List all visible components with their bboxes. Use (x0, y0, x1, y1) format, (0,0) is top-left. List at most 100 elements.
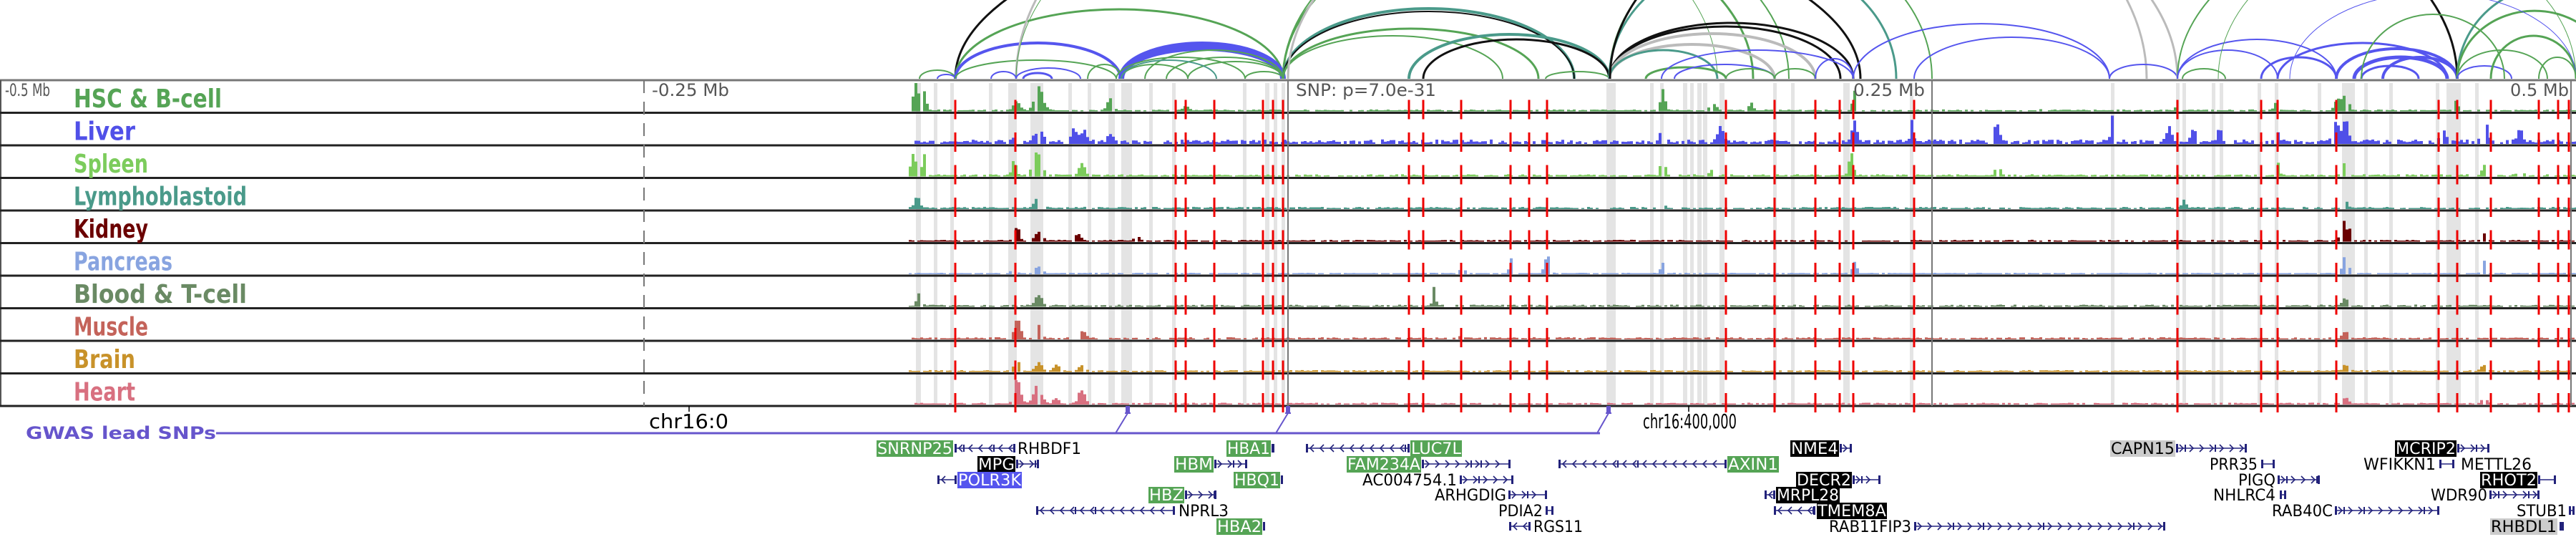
gene-exon (1405, 445, 1406, 452)
gene-exon (1214, 491, 1215, 498)
gene-mrpl28: MRPL28 (1765, 487, 1840, 505)
gene-label: CAPN15 (2111, 440, 2175, 458)
gene-exon (1953, 523, 1954, 530)
strand-forward-arrows (1188, 490, 1214, 499)
gene-mcrip2: MCRIP2 (2395, 440, 2489, 458)
gene-label: PIGQ (2238, 472, 2275, 490)
strand-forward-arrows (1855, 475, 1871, 484)
gene-pigq: PIGQ (2238, 472, 2320, 490)
gene-exon (1185, 490, 1187, 499)
gene-rgs11: RGS11 (1509, 518, 1583, 536)
loop-arc (1725, 68, 1775, 79)
gwas-snp-marker (1126, 406, 1130, 413)
gene-label: AXIN1 (1728, 456, 1778, 474)
gene-exon (1527, 491, 1528, 498)
track-label: Liver (74, 117, 135, 147)
gene-nhlrc4: NHLRC4 (2213, 487, 2286, 505)
loop-arc (1282, 27, 1540, 79)
loop-arc (2260, 56, 2338, 79)
gene-exon (2278, 475, 2280, 484)
gene-exon (1281, 475, 1283, 484)
gene-exon (1878, 475, 1880, 484)
signal-track-heart (914, 379, 2575, 405)
loop-arc (2177, 49, 2278, 79)
gene-exon (2318, 475, 2320, 484)
signal-bars (914, 115, 2576, 144)
gene-exon (1508, 490, 1511, 499)
gene-exon (1545, 490, 1547, 499)
signal-track-spleen (909, 153, 2576, 177)
gene-mettl26: METTL26 (2461, 456, 2532, 474)
strand-forward-arrows (1019, 460, 1035, 468)
gene-exon (1470, 460, 1472, 468)
loop-arc (1187, 61, 1284, 79)
strand-reverse-arrows (1512, 522, 1528, 531)
gene-exon (1306, 444, 1308, 453)
signal-bars (912, 83, 2576, 112)
gene-label-box (1410, 440, 1462, 457)
gene-exon (2572, 506, 2575, 515)
gwas-snp-connector (1275, 412, 1289, 434)
gene-exon (2528, 491, 2529, 498)
loop-arc (2457, 65, 2512, 79)
signal-track-liver (914, 115, 2576, 144)
gene-label: AC004754.1 (1362, 472, 1457, 490)
gene-exon (2487, 444, 2489, 453)
gene-label: NME4 (1791, 440, 1838, 458)
gene-hbm: HBM (1174, 456, 1247, 474)
gene-label-box (877, 440, 953, 457)
gene-exon (1724, 460, 1727, 468)
track-label: Blood & T-cell (74, 280, 247, 309)
gene-decr2: DECR2 (1796, 472, 1880, 490)
loop-arc (2352, 55, 2449, 79)
snp-lines (954, 100, 2570, 412)
gene-exon (2569, 506, 2571, 515)
loop-arc (2182, 68, 2226, 79)
loop-arc (1116, 57, 1246, 79)
gene-rab40c: RAB40C (2272, 503, 2439, 521)
gene-exon (2538, 475, 2540, 484)
signal-track-pancreas (909, 256, 2576, 274)
track-label: Muscle (74, 313, 148, 342)
snp-pvalue-label: SNP: p=7.0e-31 (1296, 80, 1436, 100)
strand-reverse-arrows (957, 444, 1013, 453)
gene-label: WFIKKN1 (2363, 456, 2436, 474)
strand-forward-arrows (1463, 475, 1508, 484)
signal-track-kidney (909, 221, 2575, 242)
gene-label: RHBDF1 (1018, 440, 1081, 458)
gene-exon (1528, 522, 1531, 531)
signal-bars (914, 379, 2575, 405)
gene-exon (2439, 460, 2441, 468)
gene-fam234a: FAM234A (1347, 456, 1511, 474)
gene-exon (1511, 475, 1513, 484)
gene-exon (1813, 507, 1814, 514)
loop-arc (2289, 0, 2576, 79)
gene-label: LUC7L (1411, 440, 1462, 458)
gene-exon (1637, 460, 1639, 468)
loop-arc (2218, 0, 2576, 79)
gene-exon (2176, 444, 2178, 453)
strand-forward-arrows (1425, 460, 1501, 468)
gene-exon (1214, 460, 1216, 468)
loop-arc (2538, 57, 2576, 79)
gene-label-box (977, 456, 1015, 473)
strand-forward-arrows (1917, 522, 2163, 531)
strand-reverse-arrows (1777, 506, 1813, 515)
gene-pdia2: PDIA2 (1498, 503, 1553, 521)
loop-arc (1545, 71, 1610, 79)
gene-label-box (2395, 440, 2457, 457)
gene-wfikkn1: WFIKKN1 (2363, 456, 2454, 474)
gene-exon (1983, 523, 1984, 530)
gene-exon (2424, 507, 2425, 514)
gene-exon (2452, 460, 2454, 468)
gene-exon (1037, 460, 1039, 468)
gene-exon (1245, 460, 1247, 468)
loop-arc (1644, 66, 1727, 79)
gene-label: MPG (978, 456, 1015, 474)
axis-label-minus-quarter: -0.25 Mb (652, 80, 729, 100)
gene-exon (1774, 506, 1776, 515)
gene-label: PRR35 (2210, 456, 2258, 474)
gene-label-box (957, 472, 1022, 488)
gene-label: MRPL28 (1777, 487, 1839, 505)
gene-exon (1173, 506, 1175, 515)
